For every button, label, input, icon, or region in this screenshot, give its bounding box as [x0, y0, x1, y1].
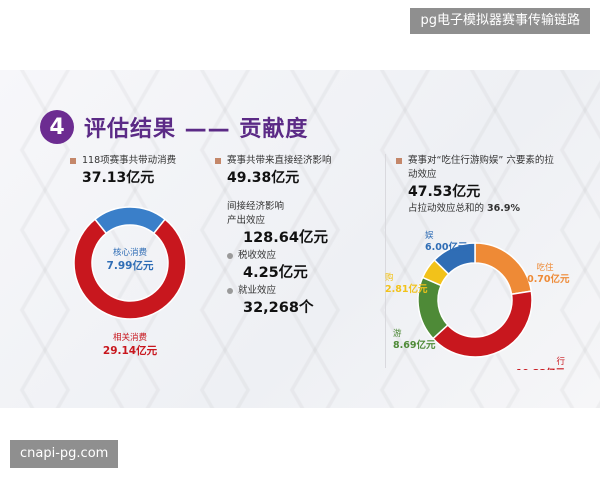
indirect-impact-label: 间接经济影响	[227, 201, 285, 212]
donut-slice-related	[73, 218, 187, 320]
donut-slice-4	[433, 242, 476, 276]
section-title: 评估结果 —— 贡献度	[84, 117, 309, 142]
slice-value-label: 29.14亿元	[103, 344, 158, 357]
bullet-icon	[227, 252, 233, 259]
six-elements-value: 47.53亿元	[408, 184, 481, 200]
slice-value-label: 7.99亿元	[107, 259, 154, 272]
slice-label: 核心消费	[113, 247, 148, 258]
bullet-icon	[215, 157, 221, 164]
donut-slice-0	[474, 242, 533, 296]
slice-value-label: 8.69亿元	[393, 339, 436, 351]
slice-label: 相关消费	[113, 332, 148, 343]
bullet-icon	[227, 287, 233, 294]
economic-impact-column: 赛事共带来直接经济影响 49.38亿元 间接经济影响 产出效应 128.64亿元…	[215, 154, 355, 319]
tax-effect-value: 4.25亿元	[243, 265, 308, 281]
slice-value-label: 6.00亿元	[425, 241, 468, 253]
top-banner[interactable]: pg电子模拟器赛事传输链路	[410, 8, 590, 34]
slide: 4 评估结果 —— 贡献度 118项赛事共带动消费 37.13亿元 核心消费 7.…	[0, 70, 600, 408]
bullet-icon	[396, 157, 402, 164]
donut-slice-1	[431, 290, 533, 358]
bottom-banner[interactable]: cnapi-pg.com	[10, 440, 119, 468]
jobs-effect-label: 就业效应	[215, 284, 355, 298]
bullet-icon	[70, 157, 76, 164]
direct-impact-value: 49.38亿元	[227, 170, 300, 186]
six-elements-label: 赛事对“吃住行游购娱” 六要素的拉	[396, 154, 596, 168]
six-elements-share: 占拉动效应总和的 36.9%	[408, 203, 521, 214]
slice-value-label: 10.70亿元	[520, 273, 570, 285]
output-effect-value: 128.64亿元	[243, 230, 328, 246]
consumption-total: 37.13亿元	[82, 170, 155, 186]
slice-value-label: 2.81亿元	[385, 283, 428, 295]
jobs-effect-value: 32,268个	[243, 300, 314, 316]
slice-label: 购	[385, 272, 394, 283]
slice-value-label: 19.33亿元	[516, 367, 566, 370]
output-effect-label: 产出效应	[227, 215, 266, 226]
slice-label: 娱	[425, 231, 434, 241]
direct-impact-label: 赛事共带来直接经济影响	[215, 154, 355, 168]
slice-label: 吃住	[536, 262, 554, 273]
donut-slice-core	[93, 206, 167, 235]
slice-label: 游	[393, 328, 402, 339]
consumption-column: 118项赛事共带动消费 37.13亿元	[70, 154, 200, 188]
slice-label: 行	[556, 356, 565, 367]
section-heading: 4 评估结果 —— 贡献度	[40, 110, 308, 144]
six-elements-column: 赛事对“吃住行游购娱” 六要素的拉 动效应 47.53亿元 占拉动效应总和的 3…	[385, 154, 596, 368]
consumption-label: 118项赛事共带动消费	[70, 154, 200, 168]
six-elements-label-cont: 动效应	[408, 169, 437, 180]
tax-effect-label: 税收效应	[215, 249, 355, 263]
section-number-badge: 4	[40, 110, 74, 144]
